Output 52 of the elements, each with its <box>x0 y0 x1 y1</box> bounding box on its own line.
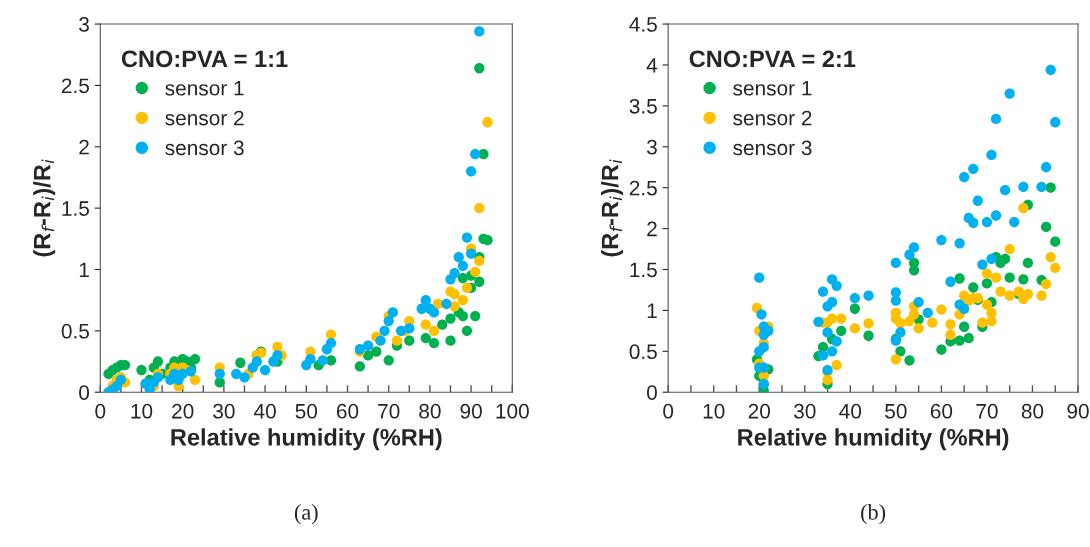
x-tick-label: 20 <box>748 403 771 419</box>
y-axis-title: (R$_{f}$-R$_{i}$)/R$_{i}$ <box>33 159 56 257</box>
legend-label: sensor 1 <box>733 81 812 96</box>
x-axis-title: Relative humidity (%RH) <box>171 428 442 451</box>
x-tick-label: 40 <box>839 403 862 419</box>
x-tick-label: 80 <box>419 403 441 419</box>
x-tick-label: 50 <box>885 403 907 419</box>
y-tick-label: 3 <box>646 139 657 155</box>
y-tick-label: 1 <box>647 303 657 318</box>
y-tick-label: 2.5 <box>61 78 89 94</box>
y-axis-title: (R$_{f}$-R$_{i}$)/R$_{i}$ <box>601 159 624 257</box>
x-tick-label: 20 <box>172 403 194 419</box>
y-tick-label: 0.5 <box>61 323 89 339</box>
y-tick-label: 2 <box>79 139 89 155</box>
y-tick-label: 2.5 <box>629 180 657 196</box>
text: (a) <box>294 504 318 525</box>
text: CNO:PVA = 2:1 <box>689 50 856 68</box>
x-tick-label: 50 <box>295 403 318 419</box>
text: CNO:PVA = 1:1 <box>121 50 288 68</box>
y-tick-label: 4 <box>646 58 658 73</box>
x-axis-title: Relative humidity (%RH) <box>738 428 1009 451</box>
x-tick-label: 40 <box>253 403 276 419</box>
legend-label: sensor 1 <box>165 81 244 96</box>
x-tick-label: 60 <box>336 403 359 419</box>
x-tick-label: 30 <box>793 403 816 419</box>
legend-label: sensor 3 <box>733 140 812 156</box>
y-tick-label: 2 <box>647 221 657 237</box>
legend-label: sensor 3 <box>165 140 244 156</box>
y-tick-label: 3 <box>79 17 89 32</box>
y-tick-label: 1.5 <box>630 262 657 278</box>
x-tick-label: 30 <box>213 403 235 419</box>
x-tick-label: 90 <box>460 403 482 419</box>
y-tick-label: 0.5 <box>629 344 657 360</box>
x-tick-label: 60 <box>930 403 953 419</box>
y-tick-label: 0 <box>646 385 657 400</box>
x-tick-label: 10 <box>131 403 153 419</box>
x-tick-label: 90 <box>1067 403 1089 419</box>
x-tick-label: 70 <box>976 403 998 419</box>
x-tick-label: 0 <box>663 403 674 419</box>
y-tick-label: 3.5 <box>629 98 657 114</box>
x-tick-label: 10 <box>703 403 725 419</box>
x-tick-label: 80 <box>1021 403 1044 419</box>
x-tick-label: 100 <box>496 403 529 419</box>
x-tick-label: 0 <box>95 403 106 419</box>
y-tick-label: 1 <box>79 262 89 278</box>
text: (b) <box>861 504 886 525</box>
y-tick-label: 0 <box>79 385 90 400</box>
y-tick-label: 4.5 <box>629 17 657 32</box>
x-tick-label: 70 <box>378 403 400 419</box>
legend-label: sensor 2 <box>165 110 244 126</box>
y-tick-label: 1.5 <box>62 201 89 216</box>
legend-label: sensor 2 <box>733 110 812 126</box>
